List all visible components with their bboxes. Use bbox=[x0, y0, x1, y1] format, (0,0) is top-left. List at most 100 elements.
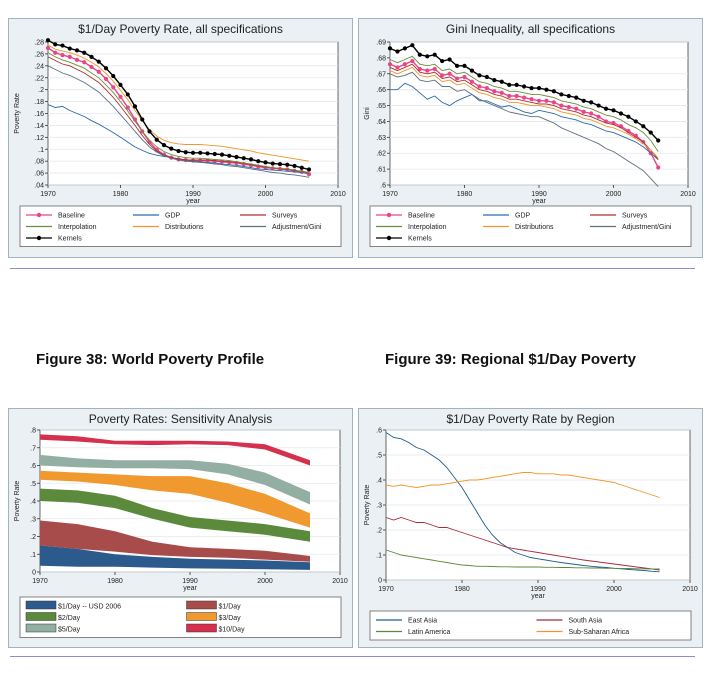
legend-label-1-day: $1/Day bbox=[219, 604, 242, 611]
data-point-kernels bbox=[198, 150, 203, 155]
legend-marker-kernels bbox=[386, 235, 392, 241]
data-point-baseline bbox=[596, 114, 601, 119]
x-tick-label: 1980 bbox=[113, 191, 129, 198]
legend-label-gdp: GDP bbox=[515, 213, 531, 220]
data-point-kernels bbox=[529, 85, 534, 91]
series-line-adjustment-gini bbox=[47, 65, 310, 178]
data-point-kernels bbox=[603, 106, 609, 111]
y-tick-label: .65 bbox=[376, 103, 386, 110]
data-point-kernels bbox=[118, 82, 123, 87]
section-divider-top bbox=[10, 268, 695, 269]
data-point-baseline bbox=[103, 76, 109, 82]
data-point-kernels bbox=[387, 46, 393, 51]
data-point-baseline bbox=[529, 97, 534, 102]
y-tick-label: .28 bbox=[34, 40, 44, 47]
y-tick-label: .2 bbox=[30, 534, 36, 541]
series-group bbox=[385, 432, 660, 573]
data-point-kernels bbox=[417, 52, 422, 57]
y-tick-label: .22 bbox=[34, 75, 44, 82]
data-point-baseline bbox=[45, 45, 51, 51]
data-point-baseline bbox=[551, 100, 556, 105]
data-point-kernels bbox=[656, 138, 661, 143]
data-point-kernels bbox=[432, 52, 437, 57]
data-point-kernels bbox=[292, 163, 297, 169]
data-point-kernels bbox=[551, 89, 556, 94]
legend-label-surveys: Surveys bbox=[622, 213, 648, 220]
y-tick-label: .6 bbox=[30, 463, 36, 470]
data-point-baseline bbox=[484, 85, 489, 91]
data-point-kernels bbox=[248, 157, 254, 162]
y-tick-label: .3 bbox=[376, 503, 382, 510]
y-tick-label: .08 bbox=[34, 159, 44, 166]
data-point-baseline bbox=[440, 73, 445, 78]
data-point-kernels bbox=[89, 54, 94, 59]
data-point-kernels bbox=[402, 46, 407, 51]
data-point-baseline bbox=[656, 165, 661, 170]
legend-swatch-1-day bbox=[186, 600, 217, 610]
series-line-distributions bbox=[47, 44, 310, 162]
data-point-kernels bbox=[82, 50, 87, 55]
data-point-baseline bbox=[566, 105, 571, 110]
data-point-kernels bbox=[514, 82, 519, 87]
x-tick-label: 1970 bbox=[40, 191, 56, 198]
data-point-kernels bbox=[589, 100, 594, 105]
legend-label-latin-america: Latin America bbox=[408, 629, 451, 636]
data-point-baseline bbox=[410, 58, 415, 64]
data-point-kernels bbox=[499, 79, 504, 84]
data-point-baseline bbox=[111, 85, 116, 90]
data-point-kernels bbox=[626, 114, 631, 119]
data-point-kernels bbox=[111, 73, 116, 79]
chart-title: Gini Inequality, all specifications bbox=[446, 22, 615, 36]
data-point-kernels bbox=[641, 124, 646, 129]
series-band-10-day bbox=[40, 434, 310, 466]
data-point-baseline bbox=[581, 109, 586, 115]
y-tick-label: .4 bbox=[376, 478, 382, 485]
y-axis-label: Poverty Rate bbox=[14, 93, 21, 134]
figure-caption-left: Figure 38: World Poverty Profile bbox=[36, 351, 265, 368]
x-tick-label: 2000 bbox=[606, 191, 622, 198]
chart-title: $1/Day Poverty Rate by Region bbox=[446, 412, 614, 426]
data-point-kernels bbox=[125, 92, 130, 97]
x-axis-label: year bbox=[532, 198, 546, 205]
chart-poverty-by-region: $1/Day Poverty Rate by Region .6 .5 .4 .3 .2.… bbox=[358, 408, 703, 648]
y-tick-label: .04 bbox=[34, 183, 44, 190]
data-point-kernels bbox=[440, 58, 445, 64]
chart-gini-all-specs: Gini Inequality, all specifications .69 .6… bbox=[358, 18, 703, 258]
data-point-baseline bbox=[574, 106, 579, 111]
data-point-baseline bbox=[89, 64, 94, 70]
data-point-baseline bbox=[125, 105, 130, 110]
y-tick-label: 0 bbox=[32, 570, 36, 577]
legend-box bbox=[369, 610, 692, 641]
x-tick-label: 1990 bbox=[530, 586, 546, 593]
y-tick-label: .1 bbox=[30, 552, 36, 559]
series-group bbox=[45, 38, 312, 178]
data-point-kernels bbox=[410, 43, 415, 48]
data-point-kernels bbox=[190, 150, 196, 155]
y-tick-label: .3 bbox=[30, 516, 36, 523]
data-point-baseline bbox=[402, 62, 407, 67]
y-tick-label: .64 bbox=[376, 119, 386, 126]
data-point-kernels bbox=[574, 95, 579, 100]
x-axis-label: year bbox=[183, 585, 197, 592]
data-point-baseline bbox=[499, 90, 504, 95]
legend-label-kernels: Kernels bbox=[58, 236, 82, 243]
legend-label-kernels: Kernels bbox=[408, 236, 432, 243]
data-point-kernels bbox=[241, 156, 246, 161]
data-point-kernels bbox=[306, 167, 312, 172]
x-tick-label: 2000 bbox=[257, 578, 273, 585]
data-point-baseline bbox=[469, 79, 475, 84]
series-group bbox=[387, 43, 661, 187]
legend-label-interpolation: Interpolation bbox=[408, 224, 447, 231]
data-point-baseline bbox=[395, 65, 400, 70]
data-point-kernels bbox=[212, 151, 217, 157]
x-tick-label: 1980 bbox=[454, 586, 470, 593]
data-point-kernels bbox=[205, 151, 210, 156]
data-point-kernels bbox=[299, 165, 304, 170]
y-axis-label: Gini bbox=[364, 107, 371, 120]
series-line-sub-saharan-africa bbox=[385, 472, 660, 498]
y-tick-label: .12 bbox=[34, 135, 44, 142]
data-point-kernels bbox=[263, 160, 268, 165]
legend-label-sub-saharan-africa: Sub-Saharan Africa bbox=[569, 629, 630, 636]
legend-label-3-day: $3/Day bbox=[219, 615, 242, 622]
x-tick-label: 1990 bbox=[531, 191, 547, 198]
